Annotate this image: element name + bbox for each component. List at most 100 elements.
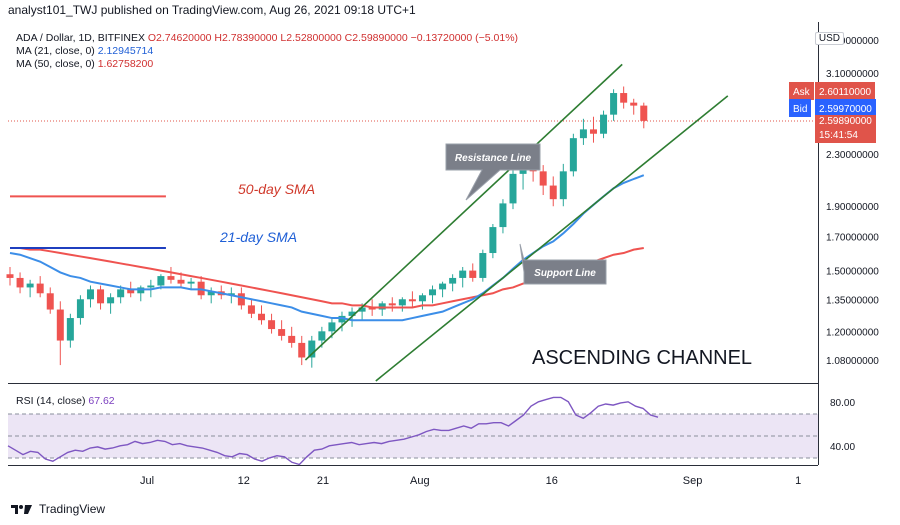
- price-tick-label: 2.30000000: [826, 150, 879, 161]
- candle-body: [16, 277, 24, 288]
- candle-body: [610, 93, 618, 115]
- candle-body: [499, 203, 507, 228]
- candle-body: [268, 320, 276, 330]
- time-tick-label: 1: [795, 475, 801, 487]
- price-axis-ticks: 3.50000000 3.10000000 2.30000000 1.90000000…: [826, 36, 879, 367]
- price-tick-label: 1.35000000: [826, 295, 879, 306]
- tradingview-logo-icon: [11, 505, 32, 514]
- candle-body: [298, 342, 306, 358]
- candle-body: [237, 293, 245, 306]
- candle-body: [519, 168, 527, 174]
- candle-body: [278, 329, 286, 336]
- time-tick-label: Aug: [410, 475, 430, 487]
- candle-body: [559, 171, 567, 200]
- candle-body: [56, 309, 64, 341]
- support-line: [375, 95, 729, 382]
- pattern-annotation: ASCENDING CHANNEL: [532, 347, 752, 369]
- candle-body: [207, 291, 215, 296]
- ask-value: 2.60110000: [819, 87, 872, 98]
- footer-brand: TradingView: [10, 502, 105, 516]
- candle-body: [479, 253, 487, 278]
- legend-ma50-value: 1.62758200: [97, 58, 154, 70]
- time-tick-label: Jul: [140, 475, 154, 487]
- currency-badge[interactable]: USD: [814, 32, 844, 45]
- candle-body: [147, 285, 155, 288]
- ma-lines-group: [9, 174, 645, 322]
- candle-body: [247, 305, 255, 314]
- price-tick-label: 3.50000000: [826, 36, 879, 47]
- legend-ma21-label: MA (21, close, 0): [16, 45, 95, 57]
- candle-body: [177, 279, 185, 284]
- rsi-group: [7, 396, 659, 466]
- time-tick-label: Sep: [683, 475, 703, 487]
- candle-body: [579, 129, 587, 139]
- sma21-annotation: 21-day SMA: [219, 229, 297, 245]
- candle-body: [318, 331, 326, 341]
- candle-body: [569, 138, 577, 172]
- candle-body: [117, 289, 125, 298]
- candle-body: [107, 297, 115, 304]
- channel-group: [304, 63, 729, 382]
- candle-body: [86, 289, 94, 300]
- rsi-tick-80: 80.00: [830, 398, 856, 409]
- candle-body: [328, 322, 336, 332]
- candle-body: [288, 335, 296, 343]
- candle-body: [589, 129, 597, 134]
- candle-body: [368, 307, 376, 310]
- candle-body: [388, 303, 396, 306]
- legend-ma50-label: MA (50, close, 0): [16, 58, 95, 70]
- time-tick-label: 21: [317, 475, 329, 487]
- price-tick-label: 1.50000000: [826, 267, 879, 278]
- resistance-label: Resistance Line: [455, 153, 532, 164]
- candle-body: [549, 185, 557, 200]
- rsi-legend: RSI (14, close) 67.62: [16, 395, 115, 408]
- legend-ohlc: O2.74620000 H2.78390000 L2.52800000 C2.5…: [147, 32, 519, 44]
- candle-body: [489, 227, 497, 254]
- candle-body: [348, 311, 356, 316]
- candle-body: [630, 102, 638, 106]
- time-tick-label: 16: [546, 475, 558, 487]
- time-axis-ticks: Jul 12 21 Aug 16 Sep 1: [140, 475, 801, 487]
- candle-body: [459, 270, 467, 278]
- candle-body: [97, 289, 105, 304]
- rsi-tick-40: 40.00: [830, 442, 856, 453]
- countdown: 15:41:54: [819, 130, 858, 141]
- candle-body: [398, 299, 406, 306]
- candle-body: [358, 307, 366, 312]
- candle-body: [76, 299, 84, 319]
- legend-symbol: ADA / Dollar, 1D, BITFINEX: [16, 32, 145, 44]
- publisher-header: analyst101_TWJ published on TradingView.…: [8, 3, 416, 17]
- candle-body: [640, 105, 648, 121]
- legend: ADA / Dollar, 1D, BITFINEX O2.74620000 H…: [16, 32, 518, 71]
- candle-body: [509, 173, 517, 204]
- candle-body: [439, 283, 447, 290]
- candle-body: [620, 93, 628, 103]
- rsi-label: RSI (14, close): [16, 395, 86, 407]
- candle-body: [469, 270, 477, 278]
- candle-body: [46, 293, 54, 310]
- candle-body: [258, 313, 265, 321]
- ask-tag: Ask: [789, 82, 814, 100]
- bid-tag: Bid: [789, 99, 812, 117]
- sma50-annotation: 50-day SMA: [238, 181, 315, 197]
- candle-body: [449, 277, 457, 284]
- candle-body: [66, 318, 74, 341]
- price-tick-label: 3.10000000: [826, 69, 879, 80]
- ask-value-tag: 2.60110000: [815, 82, 876, 100]
- support-label: Support Line: [534, 268, 596, 279]
- candle-body: [36, 283, 44, 294]
- candle-body: [429, 289, 437, 296]
- candles-group: [6, 86, 648, 368]
- footer-brand-label: TradingView: [39, 502, 106, 516]
- candle-body: [167, 276, 175, 280]
- rsi-line: [7, 396, 659, 466]
- time-tick-label: 12: [238, 475, 250, 487]
- last-price-value: 2.59890000: [819, 116, 872, 127]
- candle-body: [187, 281, 195, 284]
- price-tick-label: 1.08000000: [826, 356, 879, 367]
- candle-body: [408, 299, 416, 302]
- candle-body: [157, 276, 165, 286]
- candle-body: [127, 289, 135, 294]
- candle-body: [418, 295, 426, 302]
